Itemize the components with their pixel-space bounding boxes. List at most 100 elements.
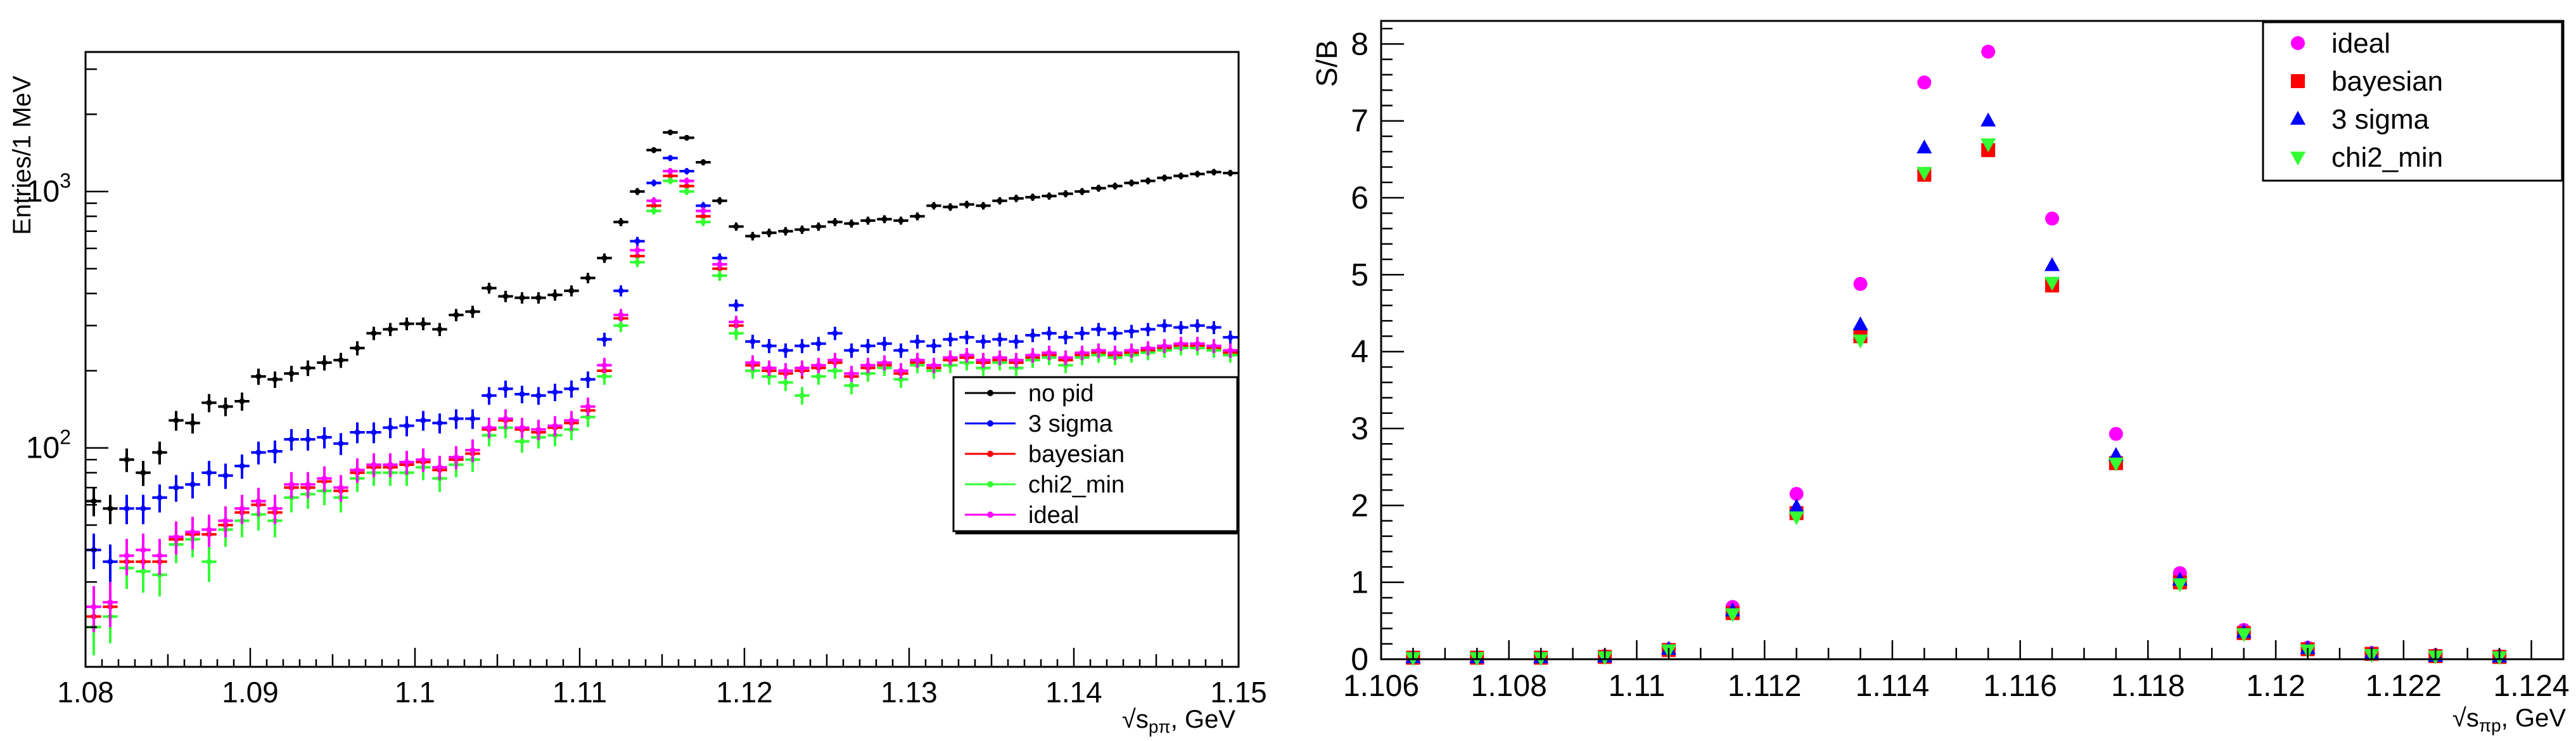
data-point <box>893 216 909 225</box>
point-marker <box>881 359 888 366</box>
data-point <box>333 475 348 502</box>
data-point <box>399 317 414 331</box>
legend-label: bayesian <box>1028 441 1125 468</box>
point-marker <box>354 345 360 351</box>
point-marker <box>469 309 476 315</box>
x-tick-label: 1.114 <box>1856 669 1930 703</box>
point-marker <box>717 273 723 279</box>
legend-entry-chi2-min: chi2_min <box>965 472 1125 498</box>
data-point <box>1223 169 1238 177</box>
point-marker <box>815 340 822 347</box>
data-point <box>333 433 348 455</box>
data-point <box>284 428 299 451</box>
data-point <box>910 212 925 221</box>
data-point <box>1091 343 1106 358</box>
data-point <box>1852 316 1868 331</box>
point-marker <box>914 357 921 363</box>
legend-marker <box>987 481 993 487</box>
point-marker <box>700 219 706 225</box>
data-point <box>1074 188 1090 195</box>
point-marker <box>338 484 344 491</box>
data-point <box>399 451 414 475</box>
data-point <box>926 358 941 373</box>
data-point <box>679 177 694 184</box>
point-marker <box>272 377 278 383</box>
data-point <box>959 330 974 345</box>
point-marker <box>980 364 986 371</box>
data-point <box>794 338 810 354</box>
point-marker <box>651 198 657 204</box>
data-point <box>1157 174 1172 181</box>
point-marker <box>1013 357 1019 363</box>
legend-label: chi2_min <box>2331 142 2443 173</box>
point-marker <box>782 379 789 385</box>
data-point <box>696 159 711 165</box>
data-point <box>1042 192 1057 200</box>
point-marker <box>1062 354 1069 361</box>
data-point <box>597 332 612 347</box>
legend-marker <box>987 512 993 518</box>
data-point <box>811 368 826 385</box>
data-point <box>712 270 727 281</box>
point-marker <box>601 373 608 380</box>
data-point <box>696 207 711 215</box>
point-marker <box>486 285 492 291</box>
point-marker <box>931 343 937 349</box>
point-marker <box>997 354 1003 361</box>
point-marker <box>1161 343 1168 349</box>
point-marker <box>1112 183 1118 190</box>
data-point <box>564 411 579 431</box>
point-marker <box>354 467 360 473</box>
x-tick-label: 1.15 <box>1210 676 1267 709</box>
data-point <box>959 200 974 209</box>
data-point <box>2045 211 2060 226</box>
data-point <box>712 197 727 205</box>
point-marker <box>848 221 855 227</box>
point-marker <box>898 347 904 354</box>
point-marker <box>980 357 986 363</box>
data-point <box>1009 352 1024 368</box>
data-point <box>531 420 546 441</box>
point-marker <box>1030 194 1036 200</box>
point-marker <box>964 334 970 340</box>
right-chart-panel: 1.106 1.108 1.11 1.112 1.114 1.116 1.118 1.12 1.… <box>1310 20 2570 735</box>
y-tick-base: 10 <box>26 175 60 209</box>
point-marker <box>749 233 756 239</box>
point-marker <box>535 295 542 301</box>
data-point <box>399 416 414 437</box>
legend-marker <box>2291 36 2305 50</box>
data-point <box>2236 628 2252 643</box>
data-point <box>663 155 678 162</box>
point-marker <box>832 368 838 374</box>
data-point <box>333 352 348 368</box>
point-marker <box>552 389 558 396</box>
data-point <box>860 358 876 373</box>
point-marker <box>766 364 772 371</box>
point-marker <box>700 159 706 165</box>
left-chart-points <box>86 129 1238 655</box>
x-tick-label: 1.116 <box>1983 669 2057 703</box>
data-point <box>201 514 217 547</box>
point-marker <box>717 255 723 261</box>
point-marker <box>684 177 690 184</box>
point-marker <box>420 456 426 463</box>
point-marker <box>519 425 525 431</box>
data-point <box>251 441 266 465</box>
data-point <box>580 371 596 388</box>
point-marker <box>255 498 262 505</box>
legend-entry-no-pid: no pid <box>965 380 1094 407</box>
data-point <box>1917 75 1932 90</box>
point-marker <box>387 326 393 333</box>
point-marker <box>667 173 673 179</box>
point-marker <box>288 481 295 487</box>
data-point <box>992 332 1007 347</box>
legend-entry-ideal: ideal <box>965 502 1079 529</box>
data-point <box>169 475 184 502</box>
data-point <box>350 458 365 484</box>
data-point <box>992 197 1007 205</box>
y-tick-label: 102 <box>26 426 71 465</box>
point-marker <box>321 475 328 482</box>
point-marker <box>931 362 937 368</box>
point-marker <box>684 183 690 190</box>
